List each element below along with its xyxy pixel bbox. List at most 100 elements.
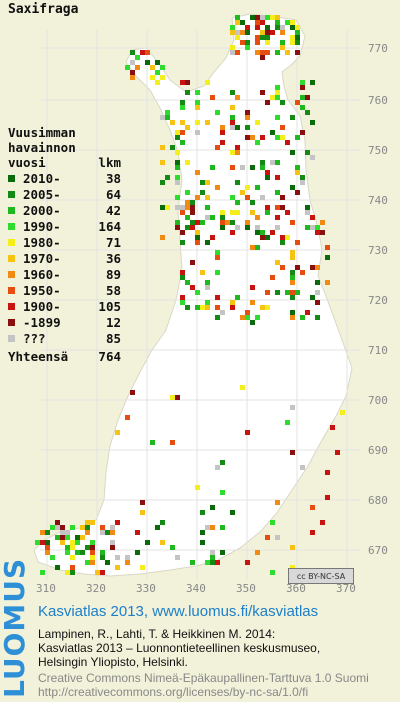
observation-square (165, 175, 170, 180)
legend-label: 1950- (23, 282, 61, 298)
observation-square (260, 195, 265, 200)
observation-square (190, 210, 195, 215)
observation-square (290, 35, 295, 40)
observation-square (65, 535, 70, 540)
legend-label: 2005- (23, 186, 61, 202)
observation-square (220, 225, 225, 230)
observation-square (160, 540, 165, 545)
observation-square (205, 300, 210, 305)
observation-square (305, 205, 310, 210)
y-tick-680: 680 (368, 494, 388, 507)
observation-square (270, 570, 275, 575)
observation-square (175, 165, 180, 170)
observation-square (295, 100, 300, 105)
observation-square (310, 225, 315, 230)
observation-square (245, 40, 250, 45)
observation-square (195, 305, 200, 310)
observation-square (305, 95, 310, 100)
observation-square (220, 460, 225, 465)
observation-square (230, 150, 235, 155)
y-tick-760: 760 (368, 94, 388, 107)
observation-square (205, 120, 210, 125)
observation-square (290, 450, 295, 455)
observation-square (205, 525, 210, 530)
x-tick-350: 350 (236, 582, 256, 595)
observation-square (235, 145, 240, 150)
observation-square (195, 230, 200, 235)
observation-square (215, 185, 220, 190)
observation-square (160, 115, 165, 120)
observation-square (90, 550, 95, 555)
observation-square (105, 560, 110, 565)
observation-square (220, 550, 225, 555)
legend-label: -1899 (23, 314, 61, 330)
observation-square (310, 295, 315, 300)
observation-square (185, 280, 190, 285)
observation-square (275, 15, 280, 20)
observation-square (160, 145, 165, 150)
legend-heading-3: vuosi (8, 155, 46, 170)
observation-square (245, 110, 250, 115)
observation-square (80, 525, 85, 530)
observation-square (265, 175, 270, 180)
observation-square (255, 245, 260, 250)
observation-square (70, 545, 75, 550)
observation-square (230, 115, 235, 120)
legend-label: 2010- (23, 170, 61, 186)
observation-square (155, 80, 160, 85)
atlas-headline[interactable]: Kasviatlas 2013, www.luomus.fi/kasviatla… (38, 603, 319, 620)
observation-square (265, 210, 270, 215)
observation-square (210, 560, 215, 565)
observation-square (190, 205, 195, 210)
observation-square (260, 230, 265, 235)
cc-license-badge[interactable]: cc BY-NC-SA (288, 568, 354, 584)
observation-square (200, 180, 205, 185)
observation-square (290, 565, 295, 570)
observation-square (55, 525, 60, 530)
observation-square (275, 260, 280, 265)
legend-count: 64 (105, 186, 121, 202)
observation-square (260, 235, 265, 240)
observation-square (245, 560, 250, 565)
observation-square (300, 130, 305, 135)
observation-square (295, 290, 300, 295)
observation-square (85, 520, 90, 525)
observation-square (185, 160, 190, 165)
observation-square (75, 550, 80, 555)
observation-square (185, 90, 190, 95)
observation-square (295, 165, 300, 170)
observation-square (265, 170, 270, 175)
observation-square (260, 55, 265, 60)
observation-square (75, 540, 80, 545)
observation-square (210, 525, 215, 530)
observation-square (180, 270, 185, 275)
observation-square (300, 80, 305, 85)
observation-square (175, 180, 180, 185)
map-title: Saxifraga (8, 2, 79, 17)
observation-square (35, 540, 40, 545)
observation-square (235, 200, 240, 205)
observation-square (185, 80, 190, 85)
observation-square (275, 175, 280, 180)
observation-square (145, 540, 150, 545)
observation-square (110, 530, 115, 535)
observation-square (260, 305, 265, 310)
observation-square (260, 135, 265, 140)
observation-square (245, 125, 250, 130)
observation-square (295, 35, 300, 40)
legend-row: 1960- 89 (8, 266, 121, 282)
observation-square (215, 145, 220, 150)
observation-square (165, 205, 170, 210)
legend-count: 164 (98, 218, 121, 234)
y-tick-700: 700 (368, 394, 388, 407)
observation-square (260, 20, 265, 25)
observation-square (220, 210, 225, 215)
observation-square (235, 180, 240, 185)
observation-square (295, 240, 300, 245)
license-line-2[interactable]: http://creativecommons.org/licenses/by-n… (38, 685, 309, 699)
observation-square (195, 90, 200, 95)
observation-square (125, 555, 130, 560)
legend-label: ??? (23, 330, 46, 346)
finland-map (33, 13, 360, 580)
observation-square (90, 545, 95, 550)
